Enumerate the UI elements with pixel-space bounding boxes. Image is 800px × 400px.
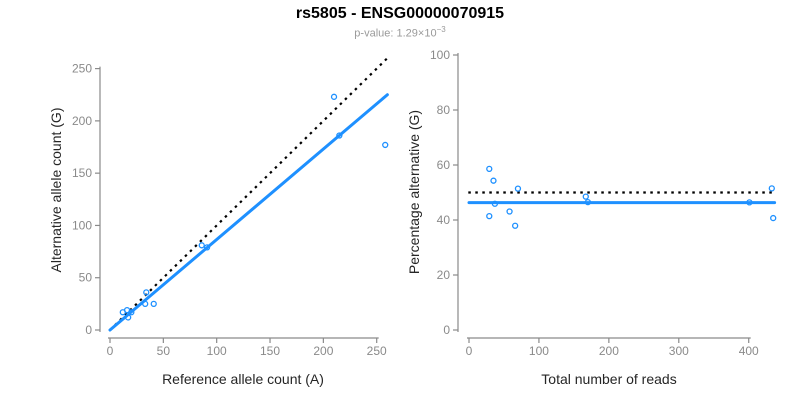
- right-x-axis-label: Total number of reads: [541, 371, 677, 387]
- x-tick-label: 250: [367, 344, 387, 358]
- x-tick-label: 0: [466, 344, 473, 358]
- data-point: [142, 300, 149, 308]
- data-point: [486, 212, 493, 220]
- left-y-axis-label: Alternative allele count (G): [48, 107, 64, 273]
- data-point: [198, 242, 205, 249]
- x-tick-label: 0: [107, 344, 114, 358]
- data-point: [150, 300, 157, 308]
- y-tick-label: 80: [437, 103, 451, 117]
- x-tick-label: 100: [207, 344, 227, 358]
- x-tick-label: 50: [157, 344, 171, 358]
- y-tick-label: 20: [437, 268, 451, 282]
- figure-title: rs5805 - ENSG00000070915: [295, 5, 505, 22]
- data-point: [768, 185, 775, 192]
- y-tick-label: 60: [437, 158, 451, 172]
- right-y-axis-label: Percentage alternative (G): [406, 109, 422, 275]
- x-tick-label: 200: [313, 344, 333, 358]
- x-tick-label: 100: [529, 344, 549, 358]
- data-point: [770, 214, 777, 222]
- data-point: [486, 165, 493, 173]
- y-tick-label: 0: [85, 323, 92, 337]
- left-x-axis-label: Reference allele count (A): [162, 371, 324, 387]
- data-point: [491, 200, 499, 207]
- data-point: [512, 222, 519, 229]
- data-point: [143, 289, 150, 296]
- data-point: [506, 208, 513, 215]
- p-value-text: p-value: 1.29×10: [354, 27, 437, 40]
- data-point: [330, 93, 338, 100]
- regression-line: [108, 93, 389, 332]
- y-tick-label: 200: [72, 114, 92, 128]
- data-point: [582, 193, 589, 200]
- data-point: [336, 132, 343, 139]
- x-tick-label: 400: [739, 344, 759, 358]
- data-point: [514, 185, 522, 192]
- y-tick-label: 100: [72, 218, 92, 232]
- data-point: [490, 177, 497, 184]
- data-point: [746, 199, 753, 206]
- data-point: [124, 314, 132, 321]
- y-tick-label: 150: [72, 166, 92, 180]
- identity-line: [109, 57, 389, 331]
- y-tick-label: 0: [443, 323, 450, 337]
- p-value-exponent: −3: [436, 25, 446, 34]
- data-point: [128, 309, 135, 316]
- y-tick-label: 40: [437, 213, 451, 227]
- x-tick-label: 150: [260, 344, 280, 358]
- data-point: [584, 198, 592, 206]
- p-value-subtitle: p-value: 1.29×10−3: [0, 25, 800, 40]
- y-tick-label: 250: [72, 62, 92, 76]
- x-tick-label: 300: [669, 344, 689, 358]
- x-tick-label: 200: [599, 344, 619, 358]
- y-tick-label: 100: [430, 48, 450, 62]
- data-point: [203, 244, 211, 251]
- y-tick-label: 50: [79, 271, 93, 285]
- data-point: [382, 141, 389, 149]
